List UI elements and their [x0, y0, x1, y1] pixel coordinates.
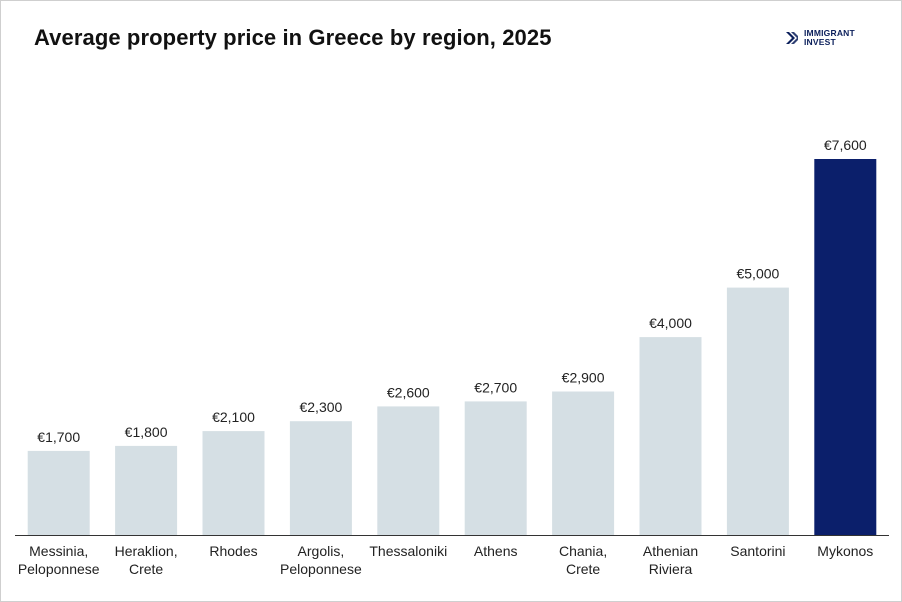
bar-2 [202, 431, 265, 535]
value-label-1: €1,800 [125, 424, 168, 440]
x-tick-label-1: Heraklion, Crete [115, 543, 178, 577]
x-tick-label-2: Rhodes [209, 543, 257, 559]
x-tick-label-9: Mykonos [817, 543, 873, 559]
x-tick-label-4: Thessaloniki [369, 543, 447, 559]
value-label-9: €7,600 [824, 137, 867, 153]
bar-0 [27, 450, 90, 535]
x-tick-label-0-line-0: Messinia, [29, 543, 88, 559]
brand-name-line-1: IMMIGRANT [804, 28, 855, 38]
x-tick-label-8-line-0: Santorini [730, 543, 785, 559]
bar-8 [726, 287, 789, 535]
x-tick-label-0: Messinia, Peloponnese [18, 543, 100, 577]
chart-title: Average property price in Greece by regi… [34, 25, 552, 50]
bars-layer [27, 159, 877, 535]
x-tick-label-6-line-0: Chania, [559, 543, 607, 559]
x-tick-label-7-line-1: Riviera [649, 561, 693, 577]
bar-5 [464, 401, 527, 535]
x-tick-label-0-line-1: Peloponnese [18, 561, 100, 577]
x-tick-label-1-line-1: Crete [129, 561, 163, 577]
bar-9 [814, 159, 877, 535]
brand-name-line-2: INVEST [804, 36, 836, 47]
value-label-8: €5,000 [736, 266, 779, 282]
value-label-0: €1,700 [37, 429, 80, 445]
x-tick-label-1-line-0: Heraklion, [115, 543, 178, 559]
value-label-3: €2,300 [299, 399, 342, 415]
bar-7 [639, 337, 702, 535]
x-tick-label-7-line-0: Athenian [643, 543, 698, 559]
bar-3 [289, 421, 352, 535]
x-tick-label-5: Athens [474, 543, 518, 559]
x-tick-labels-layer: Messinia, Peloponnese Heraklion, Crete Rhode… [18, 543, 873, 577]
x-tick-label-5-line-0: Athens [474, 543, 518, 559]
x-tick-label-2-line-0: Rhodes [209, 543, 257, 559]
x-tick-label-7: Athenian Riviera [643, 543, 698, 577]
x-tick-label-9-line-0: Mykonos [817, 543, 873, 559]
value-labels-layer: €1,700 €1,800 €2,100 €2,300 €2,600 €2,700 €2,9… [37, 137, 867, 445]
bar-1 [115, 445, 178, 535]
x-tick-label-8: Santorini [730, 543, 785, 559]
x-tick-label-6-line-1: Crete [566, 561, 600, 577]
value-label-5: €2,700 [474, 379, 517, 395]
brand-logo: IMMIGRANT INVEST [785, 29, 855, 46]
value-label-6: €2,900 [562, 370, 605, 386]
value-label-2: €2,100 [212, 409, 255, 425]
x-tick-label-6: Chania, Crete [559, 543, 607, 577]
x-tick-label-3: Argolis, Peloponnese [280, 543, 362, 577]
brand-logo-icon [786, 31, 798, 44]
bar-6 [552, 391, 615, 535]
value-label-4: €2,600 [387, 384, 430, 400]
x-tick-label-4-line-0: Thessaloniki [369, 543, 447, 559]
brand-name: IMMIGRANT INVEST [804, 29, 855, 46]
bar-4 [377, 406, 440, 535]
x-tick-label-3-line-1: Peloponnese [280, 561, 362, 577]
value-label-7: €4,000 [649, 315, 692, 331]
x-tick-label-3-line-0: Argolis, [298, 543, 345, 559]
